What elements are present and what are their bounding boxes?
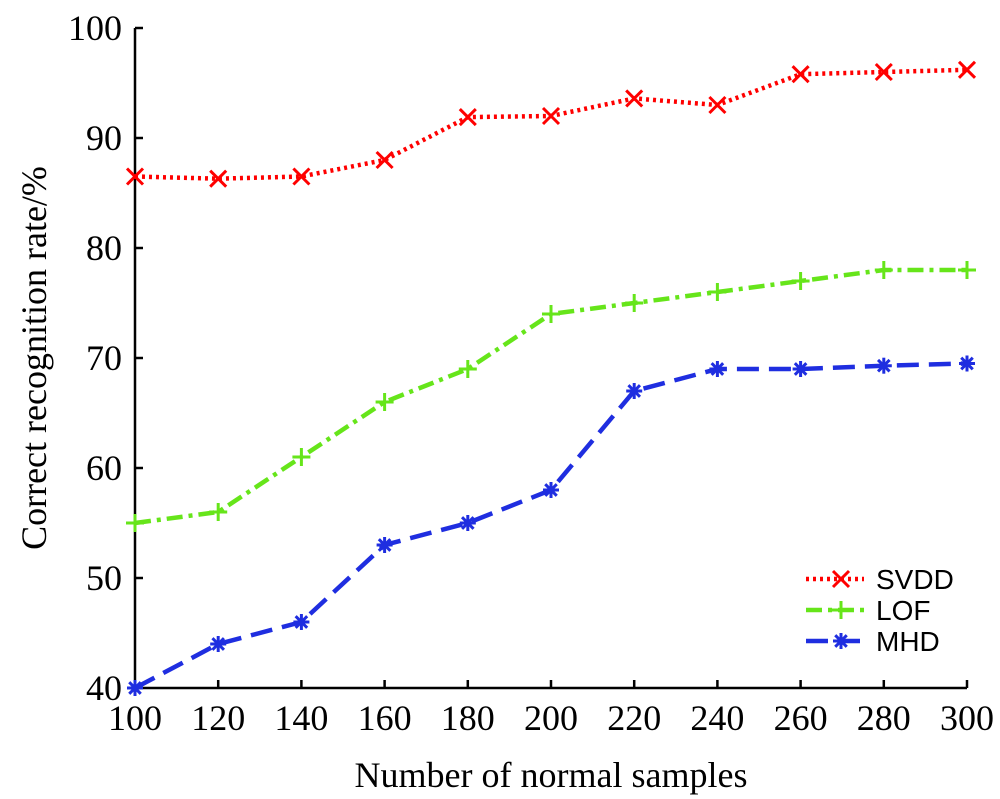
- x-tick-label: 100: [108, 698, 162, 738]
- legend-label-svdd: SVDD: [876, 564, 954, 595]
- y-tick-label: 60: [86, 448, 122, 488]
- data-point-svdd: [791, 65, 810, 84]
- series-line-svdd: [134, 67, 968, 181]
- data-point-mhd: [875, 357, 892, 374]
- x-tick-label: 160: [358, 698, 412, 738]
- data-point-lof: [458, 360, 477, 378]
- y-tick-label: 80: [86, 228, 122, 268]
- x-tick-label: 220: [607, 698, 661, 738]
- series-layer: [125, 60, 977, 696]
- x-tick-label: 240: [690, 698, 744, 738]
- data-point-mhd: [293, 614, 310, 630]
- y-axis-title: Correct recognition rate/%: [14, 166, 54, 550]
- data-point-mhd: [459, 515, 476, 531]
- series-mhd: [127, 355, 975, 696]
- legend-item-svdd: SVDD: [806, 564, 954, 595]
- data-point-mhd: [709, 361, 726, 377]
- data-point-svdd: [125, 167, 145, 186]
- data-point-svdd: [458, 108, 477, 127]
- data-point-svdd: [957, 60, 977, 79]
- y-tick-label: 50: [86, 558, 122, 598]
- x-tick-label: 260: [774, 698, 828, 738]
- data-point-lof: [708, 283, 727, 301]
- legend-item-mhd: MHD: [806, 626, 940, 657]
- legend-label-lof: LOF: [876, 595, 930, 626]
- data-point-svdd: [708, 95, 727, 115]
- x-tick-label: 120: [191, 698, 245, 738]
- y-tick-label: 70: [86, 338, 122, 378]
- data-point-svdd: [375, 150, 394, 170]
- data-point-svdd: [292, 167, 311, 186]
- data-point-lof: [292, 448, 311, 466]
- data-point-lof: [791, 272, 810, 290]
- legend-marker-lof: [832, 601, 850, 619]
- ticks: 100 120 140 160 180 200 220 240 260 280 300 40 50 60 7…: [68, 8, 994, 738]
- y-tick-label: 100: [68, 8, 122, 48]
- x-axis-title: Number of normal samples: [355, 755, 748, 795]
- data-point-svdd: [541, 106, 561, 126]
- data-point-lof: [126, 514, 144, 532]
- x-tick-label: 280: [857, 698, 911, 738]
- series-svdd: [125, 60, 977, 188]
- data-point-svdd: [209, 169, 228, 188]
- data-point-lof: [874, 261, 893, 279]
- x-tick-label: 200: [524, 698, 578, 738]
- legend-marker-mhd: [833, 633, 849, 649]
- data-point-lof: [375, 393, 394, 411]
- data-point-svdd: [874, 62, 893, 82]
- x-tick-label: 180: [441, 698, 495, 738]
- data-point-lof: [542, 305, 560, 323]
- data-point-mhd: [127, 680, 143, 696]
- series-lof: [126, 261, 976, 532]
- data-point-lof: [209, 503, 228, 521]
- y-tick-label: 90: [86, 118, 122, 158]
- data-point-mhd: [626, 383, 643, 399]
- legend-marker-svdd: [831, 569, 851, 589]
- x-tick-label: 300: [940, 698, 994, 738]
- data-point-lof: [958, 261, 976, 279]
- data-point-mhd: [959, 355, 975, 372]
- y-tick-label: 40: [86, 668, 122, 708]
- axes: [133, 28, 967, 690]
- data-point-mhd: [543, 482, 559, 498]
- data-point-mhd: [792, 361, 809, 377]
- legend-label-mhd: MHD: [876, 626, 940, 657]
- data-point-lof: [625, 294, 644, 312]
- x-tick-label: 140: [274, 698, 328, 738]
- data-point-mhd: [210, 636, 227, 652]
- data-point-mhd: [376, 537, 393, 553]
- legend-item-lof: LOF: [806, 595, 930, 626]
- data-point-svdd: [625, 89, 644, 108]
